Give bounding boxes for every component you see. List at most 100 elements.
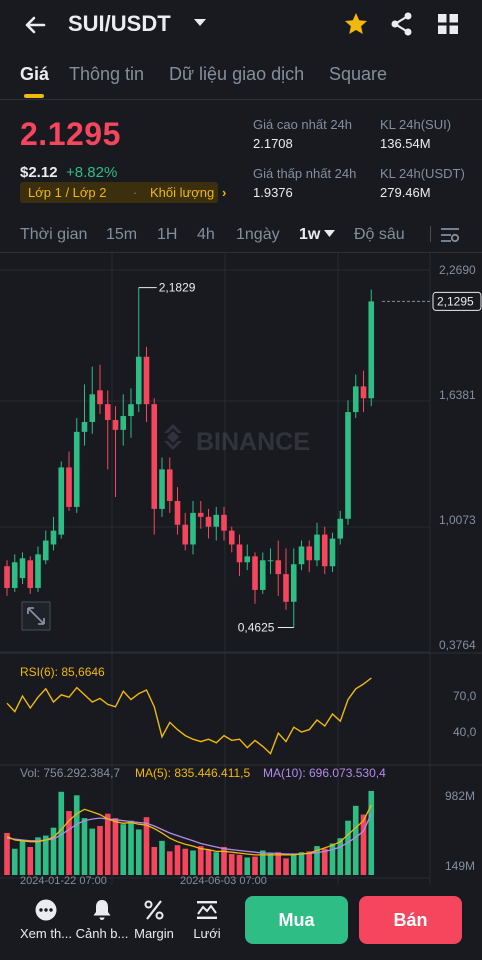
volume-bar	[236, 854, 243, 875]
tab-trading-data[interactable]: Dữ liệu giao dịch	[169, 64, 305, 84]
candle	[27, 560, 34, 588]
nav-label: Cảnh b...	[75, 926, 129, 941]
volume-bar	[112, 818, 119, 875]
candle	[190, 512, 196, 545]
candle	[174, 501, 181, 525]
interval-depth[interactable]: Độ sâu	[354, 226, 405, 243]
tag-separator: ·	[133, 185, 138, 200]
candle	[352, 386, 359, 413]
candle	[104, 404, 111, 420]
rsi-axis-label: 40,0	[453, 725, 477, 739]
volume-link: Khối lượng	[150, 185, 215, 200]
sell-button[interactable]: Bán	[359, 896, 462, 944]
tab-price[interactable]: Giá	[20, 64, 50, 84]
rsi-line	[6, 677, 372, 755]
volume-bar	[228, 853, 235, 875]
price-axis-label: 2,2690	[439, 263, 476, 277]
volume-bar	[120, 824, 127, 875]
candle	[337, 518, 344, 539]
price-axis-label: 0,3764	[439, 638, 476, 652]
nav-alert[interactable]: Cảnh b...	[74, 898, 130, 950]
volume-bar	[58, 791, 65, 875]
volume-bar	[306, 851, 313, 875]
vol-base-label: KL 24h(SUI)	[380, 117, 452, 132]
share-icon[interactable]	[389, 11, 415, 37]
volume-bar	[190, 850, 196, 875]
layer-label: Lớp 1 / Lớp 2	[28, 185, 107, 200]
volume-bar	[290, 853, 297, 875]
interval-1day[interactable]: 1ngày	[236, 226, 280, 243]
volume-bar	[182, 848, 189, 875]
buy-button[interactable]: Mua	[245, 896, 348, 944]
volume-bar	[352, 805, 359, 875]
expand-icon[interactable]	[21, 601, 51, 631]
volume-bar	[267, 853, 274, 875]
price-axis-label: 1,6381	[439, 388, 476, 402]
volume-bar	[360, 814, 367, 875]
volume-bar	[135, 829, 142, 875]
last-price: 2.1295	[20, 116, 121, 152]
grid-icon[interactable]	[436, 12, 460, 36]
chart-settings-icon[interactable]	[440, 226, 460, 244]
low-24h-value: 1.9376	[253, 185, 293, 200]
candle	[112, 419, 119, 430]
candles	[4, 287, 375, 628]
candle	[360, 386, 367, 399]
candle	[81, 421, 88, 432]
nav-chat[interactable]: Xem th...	[18, 898, 74, 950]
tab-info[interactable]: Thông tin	[69, 64, 145, 84]
low-annotation: 0,4625	[238, 620, 275, 634]
layer-volume-tag[interactable]: Lớp 1 / Lớp 2 · Khối lượng ›	[20, 182, 226, 203]
tab-square[interactable]: Square	[329, 64, 388, 84]
divider	[0, 252, 482, 253]
interval-1w[interactable]: 1w	[299, 226, 321, 243]
high-24h-value: 2.1708	[253, 136, 293, 151]
nav-grid-bot[interactable]: Lưới	[185, 898, 229, 950]
candle	[58, 467, 65, 535]
star-icon[interactable]	[343, 11, 369, 37]
interval-1h[interactable]: 1H	[157, 226, 178, 243]
candle	[283, 574, 289, 602]
back-arrow-icon[interactable]	[20, 10, 50, 40]
bottom-bar: Xem th... Cảnh b... Margin Lưới Mua Bán	[0, 888, 482, 960]
candle	[135, 356, 142, 405]
volume-bar	[89, 828, 96, 875]
time-axis-label: 2024-01-22 07:00	[20, 875, 107, 885]
pair-title[interactable]: SUI/USDT	[68, 11, 171, 36]
volume-bar	[11, 848, 18, 875]
candle	[11, 562, 18, 588]
ma5-line	[6, 804, 372, 856]
current-price-label: 2,1295	[437, 294, 474, 308]
volume-bar	[244, 857, 251, 875]
chevron-down-icon[interactable]	[192, 14, 208, 30]
percent-icon	[144, 900, 164, 920]
volume-bar	[275, 852, 282, 875]
price-axis-label: 1,0073	[439, 513, 476, 527]
chevron-right-icon: ›	[222, 185, 227, 200]
interval-4h[interactable]: 4h	[197, 226, 215, 243]
candle	[66, 467, 72, 507]
volume-bar	[345, 820, 351, 875]
rsi-label: RSI(6): 85,6646	[20, 665, 105, 679]
chevron-down-icon[interactable]	[324, 230, 335, 238]
candle	[151, 404, 158, 509]
price-change: +8.82%	[66, 164, 118, 181]
volume-bar	[81, 818, 88, 875]
ma10-line	[6, 813, 372, 855]
usd-price: $2.12	[20, 164, 58, 181]
candle	[166, 469, 173, 502]
divider	[0, 99, 482, 100]
volume-bar	[205, 849, 212, 875]
volume-bar	[321, 848, 328, 875]
candle	[228, 530, 235, 545]
volume-bar	[97, 825, 103, 875]
vol-quote-label: KL 24h(USDT)	[380, 166, 465, 181]
candle	[73, 431, 80, 507]
candle	[19, 558, 26, 579]
nav-margin[interactable]: Margin	[130, 898, 178, 950]
candle	[329, 538, 336, 567]
kline-chart[interactable]: BINANCE 2,2690 1,6381 1,0073 0,3764 2,12…	[0, 253, 482, 885]
interval-15m[interactable]: 15m	[106, 226, 138, 243]
volume-bar	[298, 852, 305, 875]
interval-time[interactable]: Thời gian	[20, 226, 88, 243]
